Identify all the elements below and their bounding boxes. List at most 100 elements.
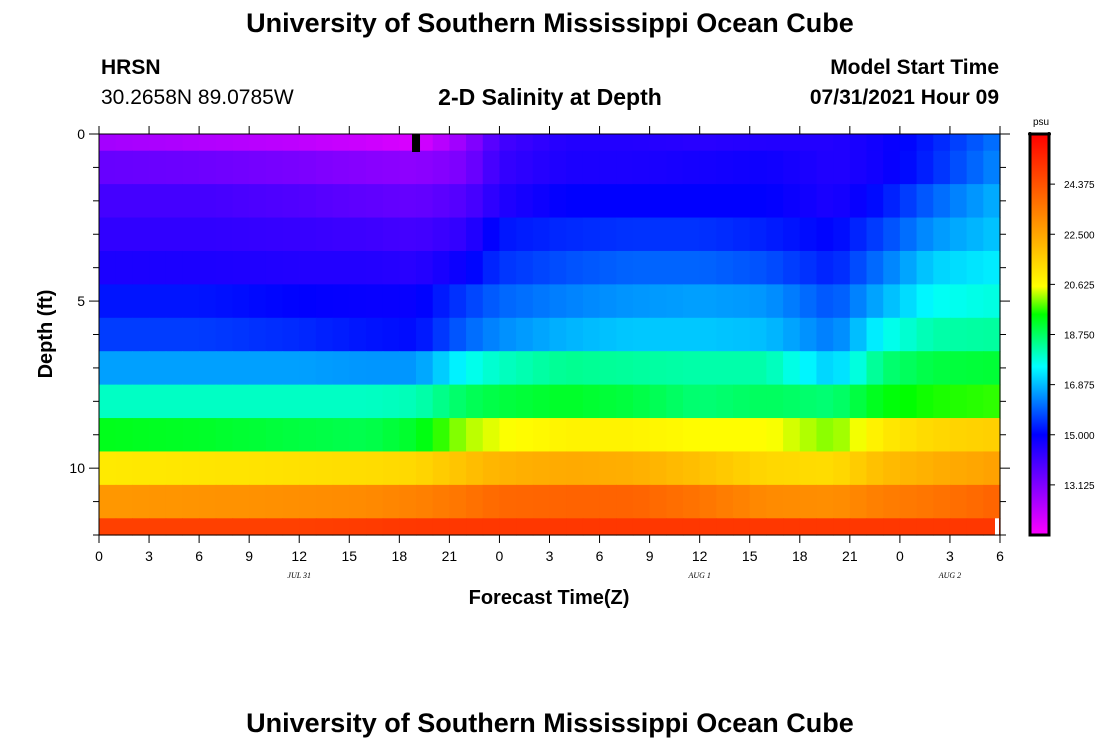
heatmap-cell <box>282 134 300 152</box>
heatmap-cell <box>816 351 834 386</box>
heatmap-cell <box>532 351 551 386</box>
heatmap-cell <box>632 518 651 536</box>
heatmap-cell <box>632 384 651 419</box>
heatmap-cell <box>849 317 868 352</box>
heatmap-cell <box>866 317 884 352</box>
heatmap-cell <box>149 418 167 453</box>
heatmap-cell <box>666 451 684 486</box>
heatmap-cell <box>983 217 1001 252</box>
heatmap-cell <box>265 418 284 453</box>
heatmap-cell <box>833 451 851 486</box>
colorbar-tick-label: 15.000 <box>1064 431 1095 442</box>
heatmap-cell <box>983 250 1001 285</box>
heatmap-cell <box>766 250 784 285</box>
heatmap-cell <box>749 184 768 219</box>
heatmap-cell <box>482 317 501 352</box>
heatmap-cell <box>866 484 884 519</box>
heatmap-cell <box>466 418 484 453</box>
heatmap-cell <box>783 518 801 536</box>
heatmap-cell <box>582 418 601 453</box>
heatmap-cell <box>182 451 200 486</box>
heatmap-cell <box>666 317 684 352</box>
heatmap-cell <box>632 351 651 386</box>
heatmap-cell <box>382 518 400 536</box>
heatmap-cell <box>649 134 667 152</box>
heatmap-cell <box>549 451 567 486</box>
heatmap-cell <box>899 150 918 185</box>
heatmap-cell <box>916 217 934 252</box>
heatmap-cell <box>899 284 918 319</box>
heatmap-cell <box>632 150 651 185</box>
heatmap-cell <box>783 351 801 386</box>
x-tick-label: 0 <box>896 548 904 564</box>
heatmap-cell <box>899 217 918 252</box>
heatmap-cell <box>783 250 801 285</box>
heatmap-cell <box>499 217 517 252</box>
heatmap-cell <box>282 317 300 352</box>
heatmap-cell <box>416 184 434 219</box>
heatmap-cell <box>199 451 217 486</box>
heatmap-cell <box>749 351 768 386</box>
heatmap-cell <box>299 317 317 352</box>
heatmap-cell <box>132 284 150 319</box>
heatmap-cell <box>783 284 801 319</box>
heatmap-cell <box>232 184 250 219</box>
heatmap-cell <box>399 250 417 285</box>
colorbar-tick-label: 22.500 <box>1064 230 1095 241</box>
heatmap-cell <box>249 518 267 536</box>
heatmap-cell <box>833 150 851 185</box>
heatmap-cell <box>883 518 901 536</box>
heatmap-cell <box>949 351 968 386</box>
heatmap-cell <box>582 184 601 219</box>
heatmap-cell <box>182 284 200 319</box>
heatmap-cell <box>833 250 851 285</box>
heatmap-cell <box>132 250 150 285</box>
heatmap-cell <box>649 250 667 285</box>
heatmap-cell <box>199 250 217 285</box>
heatmap-cell <box>516 134 534 152</box>
heatmap-cell <box>365 284 384 319</box>
heatmap-cell <box>365 418 384 453</box>
heatmap-cell <box>899 418 918 453</box>
heatmap-cell <box>399 217 417 252</box>
heatmap-cell <box>749 418 768 453</box>
colorbar-tick-label: 20.625 <box>1064 280 1095 291</box>
heatmap-cell <box>132 384 150 419</box>
heatmap-cell <box>115 284 133 319</box>
heatmap-cell <box>215 351 234 386</box>
footer-title: University of Southern Mississippi Ocean… <box>246 708 854 738</box>
heatmap-cell <box>182 518 200 536</box>
heatmap-cell <box>315 384 334 419</box>
heatmap-cell <box>132 351 150 386</box>
heatmap-cell <box>282 150 300 185</box>
heatmap-cell <box>866 451 884 486</box>
heatmap-cell <box>516 484 534 519</box>
heatmap-cell <box>349 484 367 519</box>
heatmap-cell <box>733 150 751 185</box>
x-tick-label: 9 <box>646 548 654 564</box>
heatmap-cell <box>482 518 501 536</box>
heatmap-cell <box>332 184 350 219</box>
heatmap-cell <box>165 518 184 536</box>
heatmap-cell <box>499 184 517 219</box>
heatmap-cell <box>232 284 250 319</box>
heatmap-cell <box>949 484 968 519</box>
heatmap-cell <box>215 217 234 252</box>
chart-subtitle: 2-D Salinity at Depth <box>438 84 662 110</box>
heatmap-cell <box>382 384 400 419</box>
heatmap-cell <box>382 451 400 486</box>
heatmap-cell <box>933 184 951 219</box>
heatmap-cell <box>532 150 551 185</box>
heatmap-cell <box>699 250 717 285</box>
heatmap-cell <box>933 384 951 419</box>
heatmap-cell <box>933 217 951 252</box>
heatmap-cell <box>866 351 884 386</box>
colorbar-unit: psu <box>1033 117 1049 128</box>
heatmap-cell <box>616 150 634 185</box>
heatmap-cell <box>966 217 984 252</box>
heatmap-cell <box>299 134 317 152</box>
heatmap-cell <box>432 250 450 285</box>
heatmap-cell <box>866 217 884 252</box>
heatmap-cell <box>182 150 200 185</box>
heatmap-cell <box>833 484 851 519</box>
